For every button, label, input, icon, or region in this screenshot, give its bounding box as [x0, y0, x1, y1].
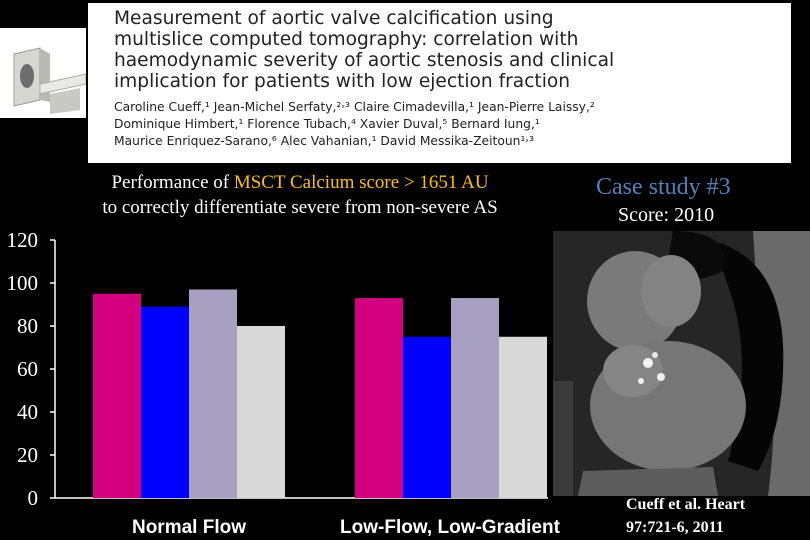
citation-line1: Cueff et al. Heart: [626, 496, 746, 513]
y-tick-label: 0: [28, 486, 39, 510]
bar: [141, 306, 189, 498]
performance-line2: to correctly differentiate severe from n…: [102, 197, 498, 218]
y-tick-label: 60: [17, 357, 38, 381]
y-tick-label: 40: [17, 400, 38, 424]
bar: [451, 298, 499, 498]
paper-title: Measurement of aortic valve calcificatio…: [114, 8, 784, 92]
y-tick-label: 100: [7, 271, 39, 295]
paper-title-line: multislice computed tomography: correlat…: [114, 29, 579, 50]
performance-caption: Performance of MSCT Calcium score > 1651…: [0, 170, 600, 220]
author-line: Maurice Enriquez-Sarano,⁶ Alec Vahanian,…: [114, 134, 535, 148]
x-category-label: Low-Flow, Low-Gradient: [340, 517, 561, 538]
case-score: Score: 2010: [618, 204, 715, 226]
performance-highlight: MSCT Calcium score > 1651 AU: [233, 172, 489, 193]
paper-title-line: implication for patients with low ejecti…: [114, 71, 571, 92]
y-tick-label: 120: [7, 228, 39, 252]
citation: Cueff et al. Heart 97:721-6, 2011: [626, 493, 745, 539]
paper-authors: Caroline Cueff,¹ Jean-Michel Serfaty,²˒³…: [114, 99, 784, 150]
author-line: Dominique Himbert,¹ Florence Tubach,⁴ Xa…: [114, 117, 540, 131]
bar: [403, 336, 451, 498]
bar-chart: 0 20 40 60 80 100 120 Normal Flow Low-Flow, Low…: [7, 228, 561, 538]
ct-scan-image: [553, 231, 810, 496]
bar: [93, 293, 141, 498]
y-tick-label: 20: [17, 443, 38, 467]
bar: [189, 289, 237, 498]
y-tick-label: 80: [17, 314, 38, 338]
citation-line2: 97:721-6, 2011: [626, 519, 724, 536]
paper-title-line: haemodynamic severity of aortic stenosis…: [114, 50, 615, 71]
bar: [237, 326, 285, 498]
case-study-title: Case study #3: [596, 174, 731, 200]
performance-prefix: Performance of: [111, 172, 234, 193]
bar: [355, 298, 403, 498]
author-line: Caroline Cueff,¹ Jean-Michel Serfaty,²˒³…: [114, 100, 595, 114]
x-category-label: Normal Flow: [132, 517, 246, 538]
bar: [499, 336, 547, 498]
paper-title-line: Measurement of aortic valve calcificatio…: [114, 8, 554, 29]
paper-header: Measurement of aortic valve calcificatio…: [88, 3, 791, 163]
ct-scanner-image: [0, 28, 87, 118]
